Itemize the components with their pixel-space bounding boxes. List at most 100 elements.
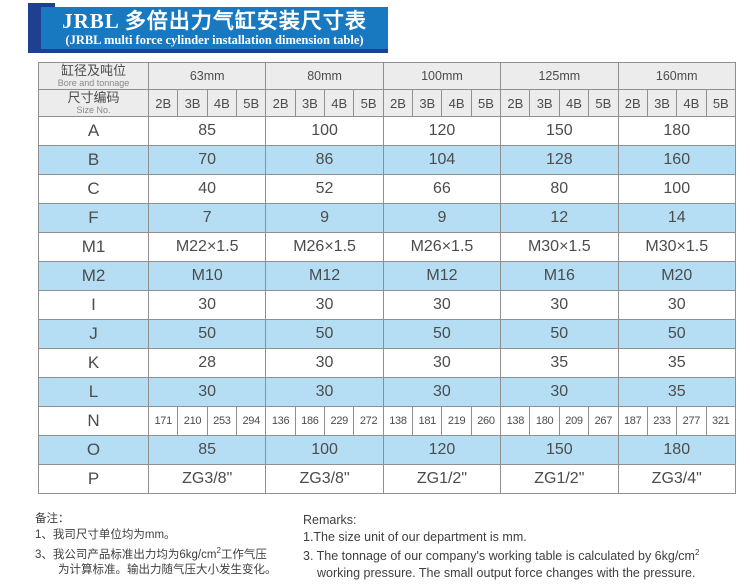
remarks-zh: 备注： 1、我司尺寸单位均为mm。 3、我公司产品标准出力均为6kg/cm2工作…: [35, 512, 303, 579]
row-label-N: N: [38, 406, 149, 436]
cell-A-125mm: 150: [500, 116, 619, 146]
cell-I-160mm: 30: [617, 290, 736, 320]
cell-J-63mm: 50: [147, 319, 267, 349]
row-label-M1: M1: [38, 232, 149, 262]
header-sub-125mm-4B: 4B: [558, 89, 590, 117]
remarks-zh-line4: 为计算标准。输出力随气压大小发生变化。: [58, 564, 277, 577]
cell-L-63mm: 30: [147, 377, 267, 407]
cell-L-80mm: 30: [265, 377, 384, 407]
cell-N-11: 260: [470, 406, 502, 436]
header-size-63mm: 63mm: [147, 62, 267, 90]
cell-I-63mm: 30: [147, 290, 267, 320]
table-row-P: P ZG3/8" ZG3/8" ZG1/2" ZG1/2" ZG3/4": [38, 464, 736, 494]
row-label-J: J: [38, 319, 149, 349]
header-sub-125mm-2B: 2B: [500, 89, 531, 117]
header-sub-100mm-5B: 5B: [470, 89, 502, 117]
row-label-B: B: [38, 145, 149, 175]
table-row-B: B 70 86 104 128 160: [38, 145, 736, 175]
cell-K-100mm: 30: [382, 348, 502, 378]
cell-B-63mm: 70: [147, 145, 267, 175]
cell-J-100mm: 50: [382, 319, 502, 349]
cell-L-100mm: 30: [382, 377, 502, 407]
cell-I-125mm: 30: [500, 290, 619, 320]
cell-M2-125mm: M16: [500, 261, 619, 291]
cell-N-16: 187: [617, 406, 648, 436]
header-sub-160mm-5B: 5B: [705, 89, 737, 117]
header-sub-80mm-2B: 2B: [265, 89, 296, 117]
row-label-I: I: [38, 290, 149, 320]
cell-N-1: 210: [177, 406, 208, 436]
remarks-zh-title: 备注：: [35, 513, 70, 525]
cell-A-80mm: 100: [265, 116, 384, 146]
remarks-en-line4: working pressure. The small output force…: [317, 565, 696, 580]
row-label-C: C: [38, 174, 149, 204]
cell-I-80mm: 30: [265, 290, 384, 320]
cell-K-160mm: 35: [617, 348, 736, 378]
row-label-F: F: [38, 203, 149, 233]
remarks-en-line1: 1.The size unit of our department is mm.: [303, 529, 527, 544]
table-row-O: O 85 100 120 150 180: [38, 435, 736, 465]
cell-M2-100mm: M12: [382, 261, 502, 291]
remarks-zh-line3: 3、我公司产品标准出力均为6kg/cm2工作气压: [35, 546, 267, 561]
header-bore-en: Bore and tonnage: [57, 78, 130, 88]
cell-O-80mm: 100: [265, 435, 384, 465]
table-row-M1: M1 M22×1.5 M26×1.5 M26×1.5 M30×1.5 M30×1.5: [38, 232, 736, 262]
cell-J-80mm: 50: [265, 319, 384, 349]
header-sub-80mm-4B: 4B: [324, 89, 355, 117]
table-row-F: F 7 9 9 12 14: [38, 203, 736, 233]
cell-K-125mm: 35: [500, 348, 619, 378]
cell-M2-160mm: M20: [617, 261, 736, 291]
cell-C-63mm: 40: [147, 174, 267, 204]
cell-O-63mm: 85: [147, 435, 267, 465]
cell-C-125mm: 80: [500, 174, 619, 204]
cell-N-9: 181: [412, 406, 443, 436]
cell-F-63mm: 7: [147, 203, 267, 233]
header-sub-63mm-5B: 5B: [236, 89, 267, 117]
cell-M1-80mm: M26×1.5: [265, 232, 384, 262]
cell-M1-125mm: M30×1.5: [500, 232, 619, 262]
cell-C-100mm: 66: [382, 174, 502, 204]
cell-O-100mm: 120: [382, 435, 502, 465]
cell-N-7: 272: [353, 406, 384, 436]
page-title: JRBL 多倍出力气缸安装尺寸表: [62, 9, 367, 33]
header-sub-160mm-4B: 4B: [676, 89, 707, 117]
header-sub-100mm-2B: 2B: [382, 89, 414, 117]
cell-P-160mm: ZG3/4": [617, 464, 736, 494]
cell-F-100mm: 9: [382, 203, 502, 233]
cell-M1-160mm: M30×1.5: [617, 232, 736, 262]
cell-P-63mm: ZG3/8": [147, 464, 267, 494]
cell-N-4: 136: [265, 406, 296, 436]
header-size-160mm: 160mm: [617, 62, 736, 90]
cell-O-125mm: 150: [500, 435, 619, 465]
cell-A-160mm: 180: [617, 116, 736, 146]
row-label-L: L: [38, 377, 149, 407]
remarks-en-line3: 3. The tonnage of our company's working …: [303, 548, 700, 564]
header-bore-zh: 缸径及吨位: [60, 63, 126, 78]
header-sizeno-zh: 尺寸编码: [67, 90, 120, 105]
cell-N-13: 180: [529, 406, 560, 436]
banner-shadow-strip: [41, 49, 388, 53]
dimension-table: 缸径及吨位 Bore and tonnage 63mm 80mm 100mm 125mm 1…: [38, 62, 737, 494]
header-sub-63mm-2B: 2B: [147, 89, 179, 117]
table-row-J: J 50 50 50 50 50: [38, 319, 736, 349]
table-row-A: A 85 100 120 150 180: [38, 116, 736, 146]
cell-M1-63mm: M22×1.5: [147, 232, 267, 262]
cell-N-12: 138: [500, 406, 531, 436]
cell-L-125mm: 30: [500, 377, 619, 407]
table-row-N: N 171 210 253 294 136 186 229 272 138 181 219 260 138…: [38, 406, 737, 436]
header-sizeno-en: Size No.: [76, 105, 111, 115]
header-sub-160mm-3B: 3B: [646, 89, 678, 117]
cell-B-125mm: 128: [500, 145, 619, 175]
cell-N-19: 321: [705, 406, 737, 436]
cell-L-160mm: 35: [617, 377, 736, 407]
cell-C-160mm: 100: [617, 174, 736, 204]
cell-P-100mm: ZG1/2": [382, 464, 502, 494]
cell-N-5: 186: [294, 406, 326, 436]
header-size-no: 尺寸编码 Size No.: [38, 89, 149, 117]
remarks-zh-line1: 1、我司尺寸单位均为mm。: [35, 528, 176, 541]
header-sub-160mm-2B: 2B: [617, 89, 648, 117]
cell-J-125mm: 50: [500, 319, 619, 349]
cell-F-80mm: 9: [265, 203, 384, 233]
cell-N-15: 267: [588, 406, 619, 436]
table-row-K: K 28 30 30 35 35: [38, 348, 736, 378]
